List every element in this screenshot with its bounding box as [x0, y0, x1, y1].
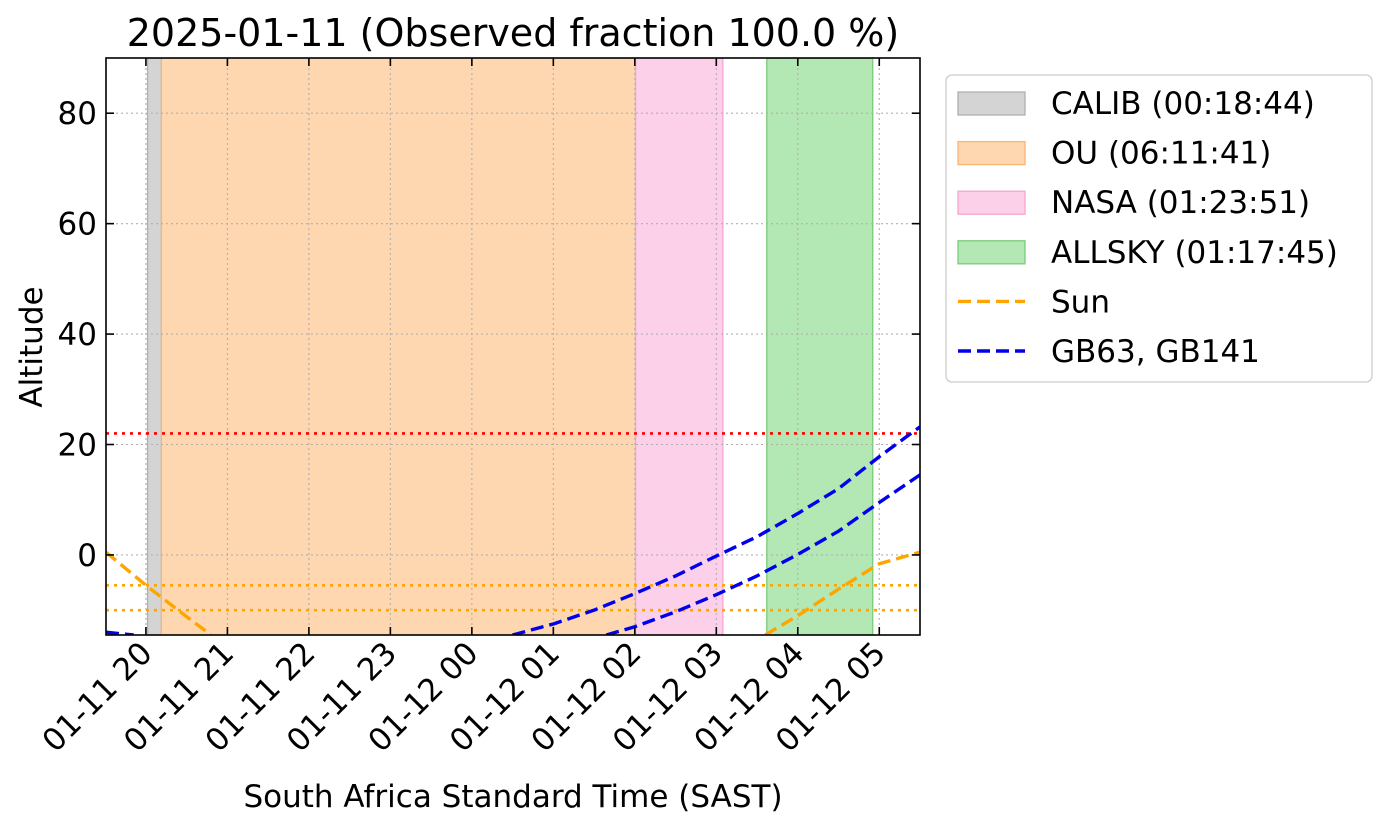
curve-gb63-gb141	[512, 425, 920, 635]
curve-sun	[764, 550, 920, 635]
grid-layer	[106, 58, 920, 635]
y-axis: 0 20 40 60 80	[58, 96, 920, 574]
legend: CALIB (00:18:44) OU (06:11:41) NASA (01:23…	[945, 74, 1373, 383]
legend-label: OU (06:11:41)	[1051, 136, 1271, 172]
legend-label: GB63, GB141	[1051, 334, 1260, 370]
y-tick-label: 20	[58, 428, 97, 464]
band-ou	[160, 58, 637, 635]
legend-swatch-nasa	[957, 190, 1026, 215]
plot-frame	[105, 57, 921, 636]
legend-label: NASA (01:23:51)	[1051, 185, 1310, 221]
y-tick-label: 40	[58, 317, 97, 353]
chart-title: 2025-01-11 (Observed fraction 100.0 %)	[127, 11, 900, 55]
y-tick-label: 0	[77, 538, 97, 574]
band-nasa	[634, 58, 724, 635]
curve-sun	[106, 550, 213, 635]
curve-layer	[106, 425, 920, 635]
y-tick-label: 60	[58, 207, 97, 243]
legend-label: CALIB (00:18:44)	[1051, 86, 1315, 122]
band-layer	[146, 58, 874, 635]
band-allsky	[766, 58, 874, 635]
curve-gb63-gb141	[605, 473, 920, 635]
legend-label: Sun	[1051, 284, 1110, 320]
legend-swatch-ou	[957, 140, 1026, 166]
x-axis-label: South Africa Standard Time (SAST)	[243, 779, 782, 815]
legend-swatch-calib	[957, 91, 1026, 116]
legend-frame	[945, 74, 1373, 383]
band-calib	[146, 58, 163, 635]
y-tick-label: 80	[58, 96, 97, 132]
y-axis-label: Altitude	[14, 286, 50, 407]
legend-label: ALLSKY (01:17:45)	[1051, 235, 1338, 271]
legend-swatch-allsky	[957, 240, 1026, 265]
